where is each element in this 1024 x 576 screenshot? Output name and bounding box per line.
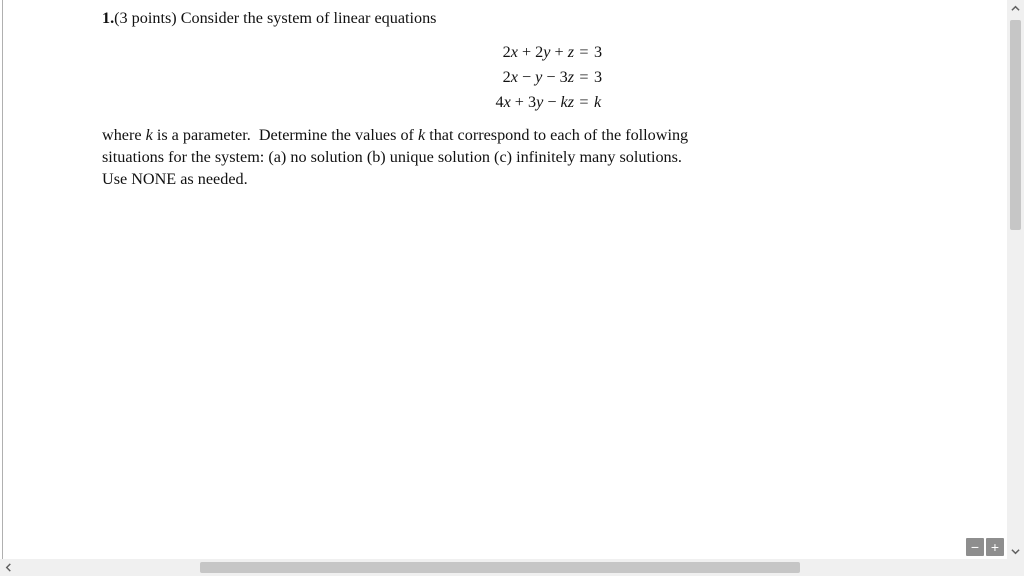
scroll-left-button[interactable]: [0, 559, 17, 576]
chevron-down-icon: [1011, 547, 1020, 556]
horizontal-scrollbar[interactable]: [0, 559, 1024, 576]
chevron-up-icon: [1011, 4, 1020, 13]
eq-lhs: 4x + 3y − kz: [495, 93, 574, 111]
eq-lhs: 2x + 2y + z: [503, 43, 574, 61]
question-number: 1.: [102, 9, 114, 27]
horizontal-scrollbar-thumb[interactable]: [200, 562, 800, 573]
document-viewport: 1.(3 points) Consider the system of line…: [0, 0, 1024, 576]
zoom-controls: − +: [966, 538, 1004, 556]
page-left-border: [2, 0, 3, 565]
question-body: where k is a parameter. Determine the va…: [102, 125, 972, 191]
equation-row: 4x + 3y − kz = k: [462, 90, 612, 115]
equation-block: 2x + 2y + z = 3 2x − y − 3z = 3 4x + 3y …: [102, 40, 972, 115]
eq-rhs: 3: [594, 65, 612, 90]
eq-lhs: 2x − y − 3z: [503, 68, 574, 86]
body-line: Use NONE as needed.: [102, 169, 972, 191]
body-line: situations for the system: (a) no soluti…: [102, 147, 972, 169]
scrollbar-corner: [1007, 559, 1024, 576]
question-content: 1.(3 points) Consider the system of line…: [102, 0, 972, 191]
equation-row: 2x + 2y + z = 3: [462, 40, 612, 65]
body-line: where k is a parameter. Determine the va…: [102, 125, 972, 147]
chevron-left-icon: [4, 563, 13, 572]
scroll-up-button[interactable]: [1007, 0, 1024, 17]
question-intro: Consider the system of linear equations: [177, 9, 437, 27]
question-heading: 1.(3 points) Consider the system of line…: [102, 8, 972, 30]
vertical-scrollbar[interactable]: [1007, 0, 1024, 560]
zoom-out-button[interactable]: −: [966, 538, 984, 556]
eq-rhs: 3: [594, 40, 612, 65]
vertical-scrollbar-thumb[interactable]: [1010, 20, 1021, 230]
equation-row: 2x − y − 3z = 3: [462, 65, 612, 90]
zoom-in-button[interactable]: +: [986, 538, 1004, 556]
eq-rhs: k: [594, 90, 612, 115]
scroll-down-button[interactable]: [1007, 543, 1024, 560]
question-points: (3 points): [114, 9, 177, 27]
